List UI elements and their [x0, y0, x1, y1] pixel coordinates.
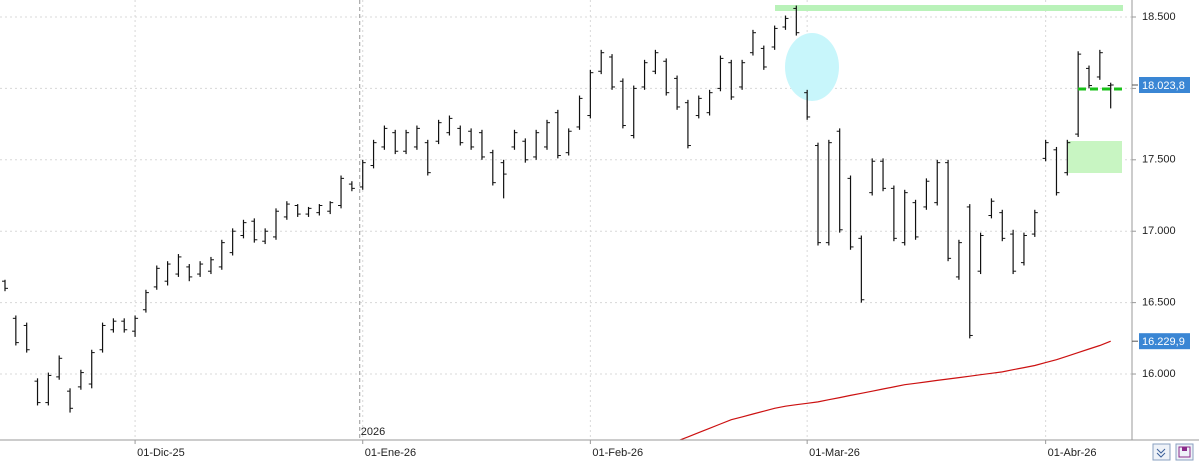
x-tick-label: 01-Dic-25 [137, 447, 185, 459]
save-button[interactable] [1175, 443, 1194, 461]
price-marker [1139, 333, 1190, 350]
price-marker [1139, 77, 1190, 94]
axes: 16.00016.50017.00017.50018.00018.50001-D… [134, 11, 1190, 459]
y-tick-label: 17.000 [1142, 225, 1176, 237]
x-tick-label: 01-Abr-26 [1048, 447, 1097, 459]
collapse-button[interactable] [1152, 443, 1171, 461]
year-label: 2026 [361, 426, 385, 438]
highlight-ellipse [785, 33, 839, 101]
x-tick-label: 01-Ene-26 [365, 447, 416, 459]
x-tick-label: 01-Feb-26 [592, 447, 643, 459]
moving-average-line [678, 340, 1111, 440]
y-tick-label: 17.500 [1142, 154, 1176, 166]
x-tick-label: 01-Mar-26 [809, 447, 860, 459]
y-tick-label: 16.000 [1142, 368, 1176, 380]
plot [2, 5, 1114, 440]
highlight-zone [1068, 141, 1122, 173]
price-marker-label: 18.023,8 [1142, 80, 1185, 92]
price-marker-label: 16.229,9 [1142, 336, 1185, 348]
y-tick-label: 16.500 [1142, 297, 1176, 309]
grid [0, 0, 1132, 440]
y-tick-label: 18.500 [1142, 11, 1176, 23]
level-band [775, 5, 1123, 11]
